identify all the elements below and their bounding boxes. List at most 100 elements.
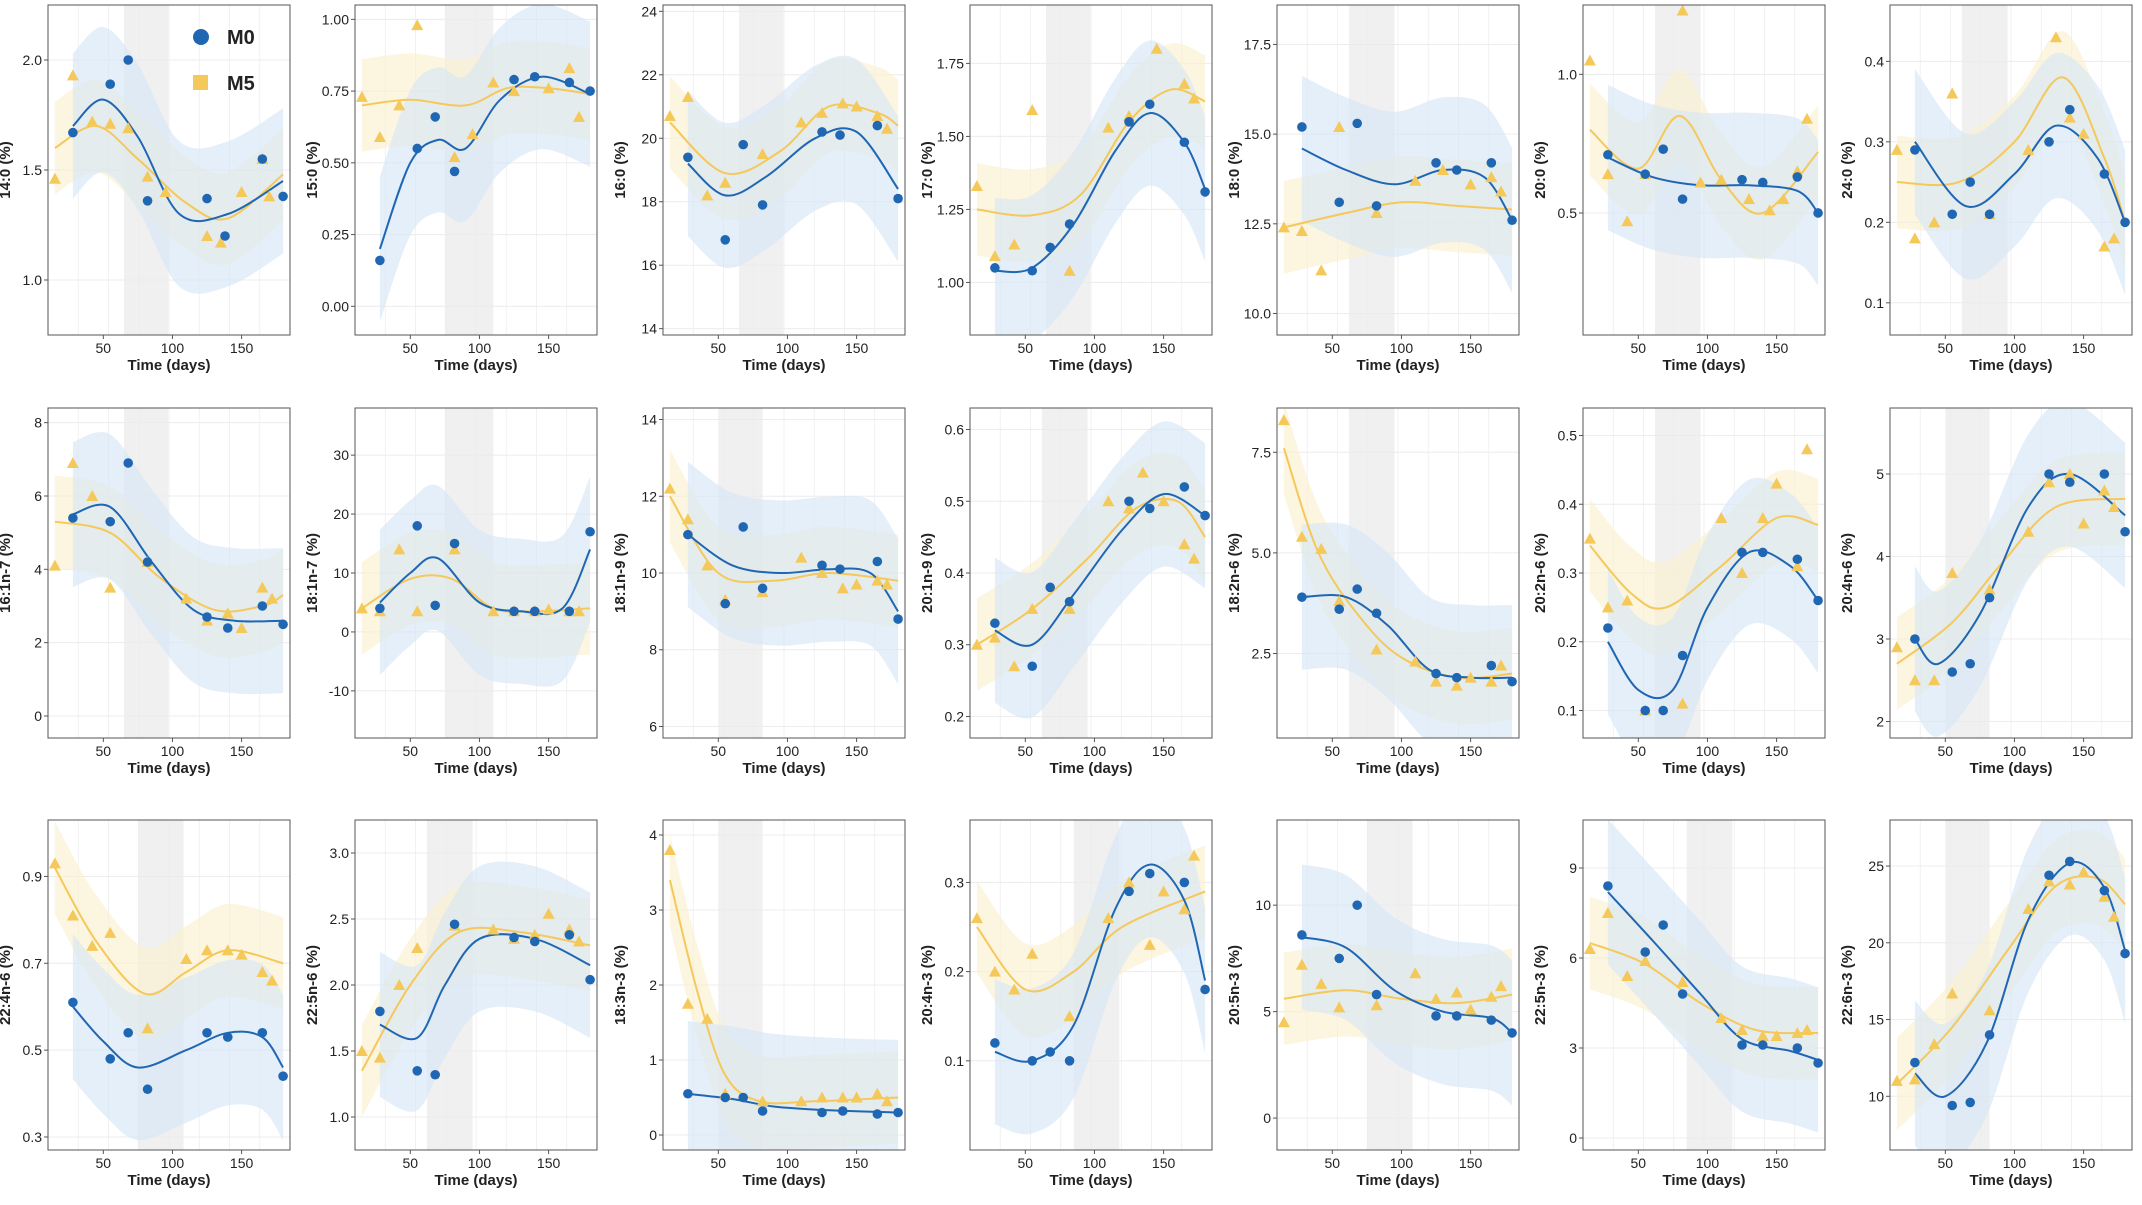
m0-point bbox=[872, 556, 883, 567]
x-tick-label: 150 bbox=[1459, 1155, 1483, 1171]
x-tick-label: 100 bbox=[1696, 340, 1720, 356]
m5-point bbox=[871, 574, 884, 586]
y-axis-label: 18:3n-3 (%) bbox=[612, 945, 629, 1025]
m0-point bbox=[1486, 158, 1497, 168]
y-tick-label: 20 bbox=[1868, 935, 1884, 951]
m5-point bbox=[1430, 675, 1443, 687]
x-tick-label: 100 bbox=[161, 1155, 185, 1171]
m0-point bbox=[817, 560, 827, 571]
m0-point bbox=[835, 564, 845, 574]
m5-point bbox=[1315, 542, 1328, 554]
m5-point bbox=[2077, 517, 2090, 529]
m5-point bbox=[141, 170, 154, 182]
m5-point bbox=[1102, 121, 1115, 133]
x-tick-label: 50 bbox=[711, 1155, 727, 1171]
m5-point bbox=[1908, 1073, 1921, 1085]
m5-point bbox=[528, 928, 541, 940]
m0-point bbox=[222, 1032, 233, 1042]
x-tick-label: 100 bbox=[161, 743, 185, 759]
x-tick-label: 50 bbox=[1018, 1155, 1034, 1171]
m0-point bbox=[1792, 554, 1803, 565]
m5-point bbox=[1621, 215, 1634, 227]
m5-point bbox=[850, 1091, 863, 1103]
panel-11: 0.2 0.3 0.4 0.5 0.6 50 100 150 Time (days) 20:1n-… bbox=[919, 407, 1213, 777]
m5-point bbox=[448, 543, 461, 555]
m0-fit-line bbox=[994, 493, 1206, 647]
m5-point bbox=[795, 1095, 808, 1107]
plot-area bbox=[48, 820, 288, 1150]
y-tick-label: 10 bbox=[641, 565, 657, 581]
m5-point bbox=[2108, 910, 2121, 922]
x-axis-label: Time (days) bbox=[1969, 760, 2052, 777]
m5-point bbox=[836, 97, 849, 109]
m5-point bbox=[1946, 987, 1959, 999]
m5-fit-line bbox=[361, 85, 591, 107]
m5-point bbox=[1736, 567, 1749, 578]
m5-point bbox=[719, 176, 732, 188]
m0-confidence-band bbox=[379, 861, 591, 1112]
m5-point bbox=[48, 559, 61, 571]
y-tick-label: 14 bbox=[641, 321, 657, 337]
y-tick-label: 0.1 bbox=[1865, 295, 1885, 311]
y-tick-label: 1 bbox=[649, 1052, 657, 1068]
y-tick-label: 6 bbox=[1569, 950, 1577, 966]
m5-point bbox=[411, 605, 424, 617]
x-tick-label: 150 bbox=[845, 743, 869, 759]
m5-point bbox=[1123, 502, 1136, 514]
plot-area bbox=[1890, 5, 2130, 335]
m0-confidence-band bbox=[72, 934, 284, 1141]
m0-point bbox=[68, 997, 78, 1008]
m0-confidence-band bbox=[687, 1021, 899, 1150]
m0-point bbox=[123, 1027, 134, 1038]
y-tick-label: 6 bbox=[34, 488, 42, 504]
x-tick-label: 100 bbox=[2003, 743, 2027, 759]
m5-point bbox=[66, 909, 79, 921]
m0-point bbox=[564, 606, 575, 617]
m5-point bbox=[141, 1022, 154, 1034]
m5-point bbox=[1495, 659, 1508, 671]
y-tick-label: 3 bbox=[649, 902, 657, 918]
m0-point bbox=[1334, 604, 1345, 615]
m0-point bbox=[1910, 634, 1920, 644]
x-tick-label: 50 bbox=[1631, 1155, 1647, 1171]
x-tick-label: 50 bbox=[403, 340, 419, 356]
m0-point bbox=[2044, 137, 2054, 147]
m5-point bbox=[1430, 992, 1443, 1004]
m5-point bbox=[1295, 958, 1308, 970]
m0-point bbox=[68, 513, 78, 523]
m0-point bbox=[585, 526, 595, 537]
m5-point bbox=[1157, 495, 1170, 507]
m0-point bbox=[893, 1107, 903, 1118]
y-tick-label: 10.0 bbox=[1244, 305, 1271, 321]
m5-point bbox=[970, 180, 983, 192]
y-tick-label: 0.9 bbox=[23, 868, 43, 884]
m5-point bbox=[1736, 1024, 1749, 1035]
m0-fit-line bbox=[1607, 891, 1819, 1061]
m0-point bbox=[1486, 1015, 1497, 1025]
y-axis-label: 20:5n-3 (%) bbox=[1226, 945, 1243, 1025]
m5-point bbox=[1295, 530, 1308, 542]
x-tick-label: 50 bbox=[1938, 340, 1954, 356]
m0-point bbox=[68, 127, 78, 138]
m5-point bbox=[201, 944, 214, 956]
m5-fit-line bbox=[1283, 201, 1513, 229]
plot-frame bbox=[1889, 407, 2133, 739]
m0-point bbox=[1910, 1057, 1920, 1068]
m0-point bbox=[202, 612, 212, 622]
m0-point bbox=[1677, 989, 1688, 999]
y-tick-label: 0.3 bbox=[945, 637, 965, 653]
m5-point bbox=[66, 457, 79, 468]
m0-point bbox=[1064, 219, 1075, 229]
m0-point bbox=[1507, 1028, 1517, 1038]
m0-point bbox=[1984, 1030, 1995, 1040]
plot-frame bbox=[47, 819, 291, 1151]
m5-point bbox=[235, 186, 248, 197]
plot-area bbox=[663, 820, 903, 1150]
m5-point bbox=[235, 622, 248, 633]
m5-point bbox=[201, 230, 214, 241]
m5-point bbox=[180, 592, 193, 604]
m5-fit-line bbox=[976, 890, 1206, 993]
m0-point bbox=[1757, 547, 1768, 558]
